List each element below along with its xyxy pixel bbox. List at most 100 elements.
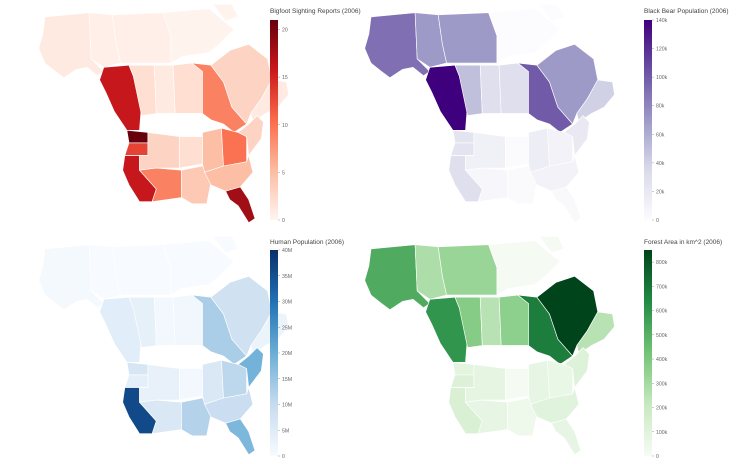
region-alberta[interactable] [128, 296, 157, 348]
region-saskatchewan[interactable] [479, 296, 502, 346]
region-manitoba[interactable] [172, 62, 203, 114]
region-nunavut[interactable] [162, 3, 239, 64]
region-northeast[interactable] [237, 347, 264, 389]
region-great-lakes[interactable] [221, 359, 247, 399]
colorbar-title: Bigfoot Sighting Reports (2006) [270, 8, 361, 15]
colorbar-tick-label: 300k [656, 381, 668, 387]
region-northeast[interactable] [563, 347, 590, 389]
region-washington[interactable] [126, 129, 149, 144]
colorbar-tick-label: 5 [282, 170, 285, 176]
region-northwest-territories[interactable] [111, 12, 172, 64]
region-manitoba[interactable] [172, 294, 203, 346]
region-northwest-territories[interactable] [437, 12, 498, 64]
black-bear-population-map: 0 20k 40k 60k 80k 100k 120k 140k [364, 3, 668, 224]
colorbar [270, 20, 278, 220]
colorbar-tick-label: 10 [282, 123, 288, 129]
region-oregon[interactable] [450, 142, 475, 156]
region-nunavut[interactable] [488, 3, 565, 64]
colorbar-tick-label: 15 [282, 75, 288, 81]
region-oregon[interactable] [124, 374, 149, 388]
colorbar-tick-label: 20k [656, 189, 665, 195]
region-washington[interactable] [452, 129, 475, 144]
region-northern-plains[interactable] [505, 136, 529, 169]
colorbar-tick-label: 0 [656, 218, 659, 224]
region-manitoba[interactable] [498, 62, 529, 114]
forest-area-map-panel: 0 100k 200k 300k 400k 500k 600k 700k 800k Forest… [364, 232, 740, 464]
colorbar-title: Black Bear Population (2006) [644, 8, 729, 15]
region-northwest-territories[interactable] [437, 244, 498, 296]
region-alberta[interactable] [128, 64, 157, 116]
region-oregon[interactable] [124, 142, 149, 156]
colorbar-tick-label: 400k [656, 357, 668, 363]
region-southern-plains[interactable] [507, 165, 538, 205]
region-southeast[interactable] [204, 386, 254, 424]
colorbar-title: Human Population (2006) [270, 239, 345, 246]
region-florida[interactable] [225, 418, 256, 456]
region-southeast[interactable] [530, 386, 580, 424]
region-southern-plains[interactable] [181, 165, 212, 205]
region-northern-plains[interactable] [179, 136, 203, 169]
region-florida[interactable] [551, 418, 582, 456]
region-northwest-territories[interactable] [111, 244, 172, 296]
bigfoot-sightings-map: 0 5 10 15 20 [38, 3, 289, 224]
map-regions [364, 235, 615, 456]
colorbar-tick-label: 40k [656, 161, 665, 167]
region-southern-plains[interactable] [181, 397, 212, 437]
map-regions [364, 3, 615, 224]
region-northeast[interactable] [563, 115, 590, 157]
black-bear-population-map-panel: 0 20k 40k 60k 80k 100k 120k 140k Black Bear Pop… [364, 0, 740, 232]
region-northern-plains[interactable] [505, 368, 529, 401]
colorbar-tick-label: 35M [282, 274, 292, 280]
human-population-map-panel: 0 5M 10M 15M 20M 25M 30M 35M 40M Human Populatio… [0, 232, 370, 464]
region-upper-midwest[interactable] [528, 127, 550, 173]
colorbar-tick-label: 0 [282, 454, 285, 460]
region-northern-plains[interactable] [179, 368, 203, 401]
colorbar-tick-label: 120k [656, 47, 668, 53]
region-alberta[interactable] [454, 64, 483, 116]
region-alberta[interactable] [454, 296, 483, 348]
region-upper-midwest[interactable] [528, 359, 550, 405]
region-saskatchewan[interactable] [153, 64, 176, 114]
colorbar-tick-label: 600k [656, 309, 668, 315]
colorbar [644, 250, 652, 456]
colorbar-tick-label: 100k [656, 430, 668, 436]
region-atlantic-canada[interactable] [576, 79, 615, 123]
colorbar-tick-label: 200k [656, 406, 668, 412]
region-great-lakes[interactable] [221, 127, 247, 167]
colorbar-tick-label: 0 [656, 454, 659, 460]
colorbar-tick-label: 700k [656, 284, 668, 290]
region-manitoba[interactable] [498, 294, 529, 346]
region-oregon[interactable] [450, 374, 475, 388]
region-atlantic-canada[interactable] [576, 311, 615, 355]
map-regions [38, 3, 289, 224]
region-saskatchewan[interactable] [153, 296, 176, 346]
colorbar-tick-label: 5M [282, 428, 289, 434]
region-florida[interactable] [551, 186, 582, 224]
human-population-map: 0 5M 10M 15M 20M 25M 30M 35M 40M [38, 235, 292, 460]
region-florida[interactable] [225, 186, 256, 224]
colorbar-tick-label: 800k [656, 260, 668, 266]
region-southeast[interactable] [204, 154, 254, 192]
colorbar-title: Forest Area in km^2 (2006) [644, 239, 723, 246]
region-nunavut[interactable] [488, 235, 565, 296]
colorbar [270, 250, 278, 456]
bigfoot-sightings-map-panel: 0 5 10 15 20 Bigfoot Sighting Reports (2006) [0, 0, 370, 232]
region-southern-plains[interactable] [507, 397, 538, 437]
colorbar-tick-label: 0 [282, 218, 285, 224]
region-southeast[interactable] [530, 154, 580, 192]
region-upper-midwest[interactable] [202, 359, 224, 405]
region-northeast[interactable] [237, 115, 264, 157]
colorbar-tick-label: 10M [282, 403, 292, 409]
region-saskatchewan[interactable] [479, 64, 502, 114]
colorbar-tick-label: 140k [656, 18, 668, 24]
colorbar [644, 20, 652, 220]
region-nunavut[interactable] [162, 235, 239, 296]
region-washington[interactable] [126, 361, 149, 376]
colorbar-tick-label: 500k [656, 333, 668, 339]
colorbar-tick-label: 25M [282, 325, 292, 331]
colorbar-tick-label: 15M [282, 377, 292, 383]
region-great-lakes[interactable] [547, 127, 573, 167]
region-upper-midwest[interactable] [202, 127, 224, 173]
region-washington[interactable] [452, 361, 475, 376]
region-great-lakes[interactable] [547, 359, 573, 399]
